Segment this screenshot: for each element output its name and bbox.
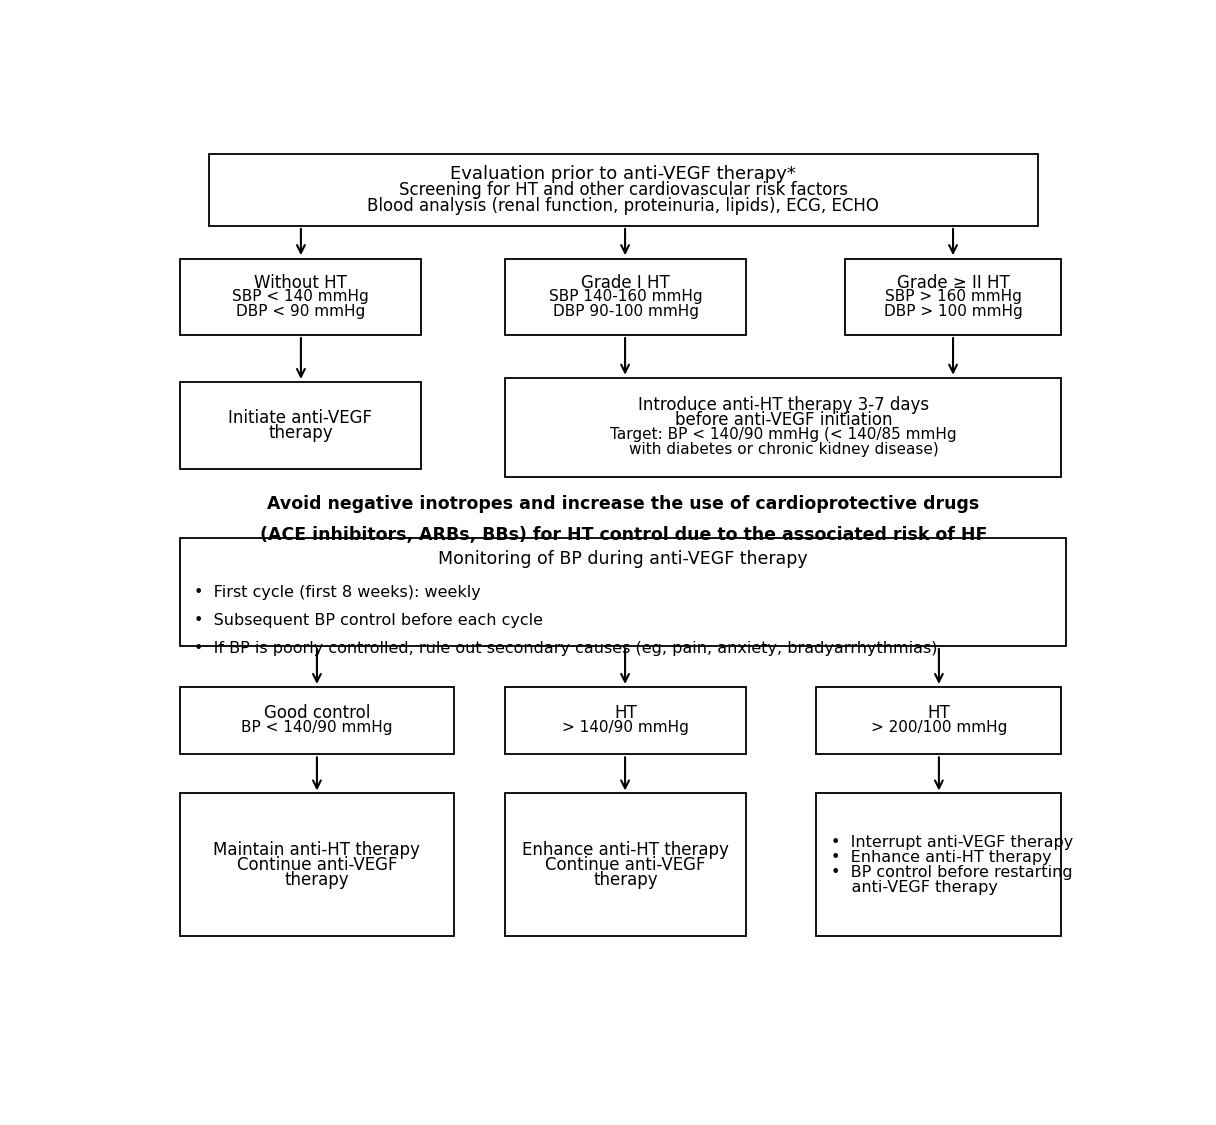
Text: with diabetes or chronic kidney disease): with diabetes or chronic kidney disease) bbox=[629, 442, 939, 457]
Bar bbox=[845, 259, 1062, 335]
Text: BP < 140/90 mmHg: BP < 140/90 mmHg bbox=[241, 720, 393, 736]
Text: •  First cycle (first 8 weeks): weekly: • First cycle (first 8 weeks): weekly bbox=[195, 585, 482, 600]
Text: Monitoring of BP during anti-VEGF therapy: Monitoring of BP during anti-VEGF therap… bbox=[439, 550, 807, 568]
Bar bbox=[180, 259, 421, 335]
Bar bbox=[180, 381, 421, 468]
Text: Maintain anti-HT therapy: Maintain anti-HT therapy bbox=[214, 840, 421, 858]
Text: (ACE inhibitors, ARBs, BBs) for HT control due to the associated risk of HF: (ACE inhibitors, ARBs, BBs) for HT contr… bbox=[259, 526, 987, 544]
Bar bbox=[816, 793, 1062, 936]
Text: anti-VEGF therapy: anti-VEGF therapy bbox=[831, 880, 997, 894]
Text: SBP 140-160 mmHg: SBP 140-160 mmHg bbox=[548, 289, 703, 305]
Text: Introduce anti-HT therapy 3-7 days: Introduce anti-HT therapy 3-7 days bbox=[638, 396, 929, 414]
Bar bbox=[506, 378, 1062, 477]
Text: Initiate anti-VEGF: Initiate anti-VEGF bbox=[229, 408, 372, 426]
Text: DBP > 100 mmHg: DBP > 100 mmHg bbox=[884, 304, 1023, 318]
Bar bbox=[506, 793, 745, 936]
Text: HT: HT bbox=[614, 704, 637, 722]
Text: SBP > 160 mmHg: SBP > 160 mmHg bbox=[884, 289, 1021, 305]
Text: Evaluation prior to anti-VEGF therapy*: Evaluation prior to anti-VEGF therapy* bbox=[450, 165, 796, 183]
Text: Target: BP < 140/90 mmHg (< 140/85 mmHg: Target: BP < 140/90 mmHg (< 140/85 mmHg bbox=[610, 428, 957, 442]
Bar bbox=[506, 259, 745, 335]
Text: DBP 90-100 mmHg: DBP 90-100 mmHg bbox=[552, 304, 698, 318]
Bar bbox=[180, 793, 454, 936]
Text: > 200/100 mmHg: > 200/100 mmHg bbox=[871, 720, 1007, 736]
Text: > 140/90 mmHg: > 140/90 mmHg bbox=[562, 720, 689, 736]
Text: Continue anti-VEGF: Continue anti-VEGF bbox=[237, 856, 398, 874]
Text: SBP < 140 mmHg: SBP < 140 mmHg bbox=[232, 289, 368, 305]
Bar bbox=[180, 538, 1066, 646]
Text: Avoid negative inotropes and increase the use of cardioprotective drugs: Avoid negative inotropes and increase th… bbox=[268, 495, 979, 513]
Text: Enhance anti-HT therapy: Enhance anti-HT therapy bbox=[522, 840, 730, 858]
Text: Blood analysis (renal function, proteinuria, lipids), ECG, ECHO: Blood analysis (renal function, proteinu… bbox=[367, 197, 879, 215]
Text: Continue anti-VEGF: Continue anti-VEGF bbox=[545, 856, 705, 874]
Text: before anti-VEGF initiation: before anti-VEGF initiation bbox=[675, 411, 893, 429]
Text: therapy: therapy bbox=[593, 871, 658, 889]
Text: therapy: therapy bbox=[285, 871, 349, 889]
Text: •  If BP is poorly controlled, rule out secondary causes (eg, pain, anxiety, bra: • If BP is poorly controlled, rule out s… bbox=[195, 641, 938, 656]
Text: Screening for HT and other cardiovascular risk factors: Screening for HT and other cardiovascula… bbox=[399, 181, 848, 199]
Text: HT: HT bbox=[928, 704, 950, 722]
Text: Without HT: Without HT bbox=[254, 273, 347, 291]
Text: •  Enhance anti-HT therapy: • Enhance anti-HT therapy bbox=[831, 849, 1051, 865]
Text: DBP < 90 mmHg: DBP < 90 mmHg bbox=[236, 304, 365, 318]
Text: •  BP control before restarting: • BP control before restarting bbox=[831, 865, 1073, 880]
Bar bbox=[180, 686, 454, 755]
Bar bbox=[506, 686, 745, 755]
Text: Grade ≥ II HT: Grade ≥ II HT bbox=[896, 273, 1009, 291]
Bar bbox=[209, 154, 1037, 226]
Text: •  Interrupt anti-VEGF therapy: • Interrupt anti-VEGF therapy bbox=[831, 835, 1073, 849]
Text: therapy: therapy bbox=[268, 424, 333, 442]
Text: Good control: Good control bbox=[264, 704, 370, 722]
Bar bbox=[816, 686, 1062, 755]
Text: •  Subsequent BP control before each cycle: • Subsequent BP control before each cycl… bbox=[195, 613, 544, 628]
Text: Grade I HT: Grade I HT bbox=[581, 273, 670, 291]
